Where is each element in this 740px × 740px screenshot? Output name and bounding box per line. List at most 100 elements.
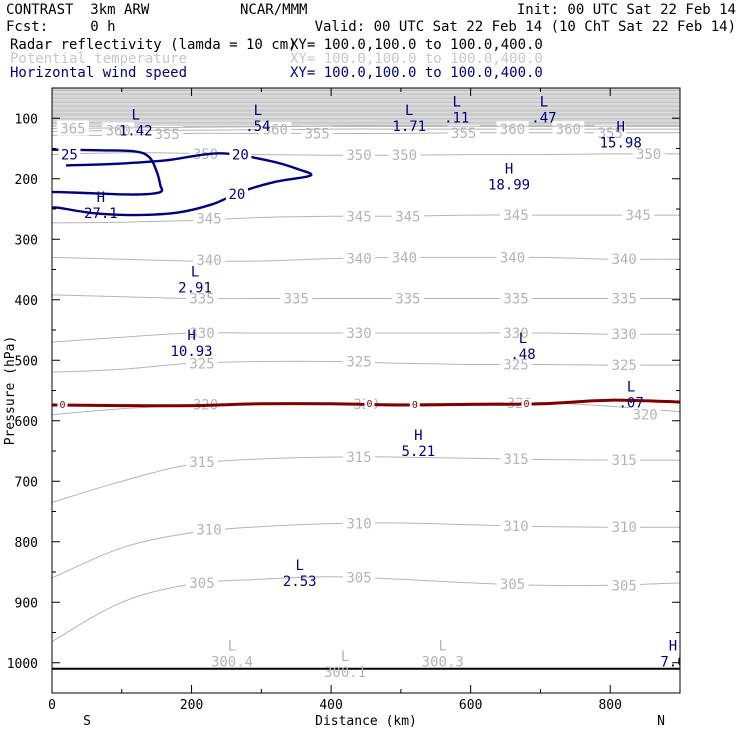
- theta-contour-label: 305: [500, 577, 525, 593]
- extremum-value: 15.98: [600, 135, 642, 151]
- extremum-value: .48: [510, 347, 535, 363]
- theta-contour-label: 365: [60, 122, 85, 138]
- low-marker: L: [341, 649, 349, 665]
- theta-label-bg: [151, 125, 184, 141]
- extremum-value: 1.42: [119, 123, 153, 139]
- theta-label-bg: [343, 147, 376, 163]
- field-name-wind: Horizontal wind speed: [10, 65, 188, 81]
- y-tick-label: 200: [15, 173, 38, 188]
- theta-label-bg: [500, 450, 533, 466]
- low-marker: L: [627, 380, 635, 396]
- extremum-value: .54: [245, 119, 270, 135]
- reflectivity-contour-label: 0: [366, 399, 372, 410]
- theta-contour-label: 340: [612, 252, 637, 268]
- x-tick-label: 600: [459, 698, 482, 713]
- theta-label-bg: [608, 326, 641, 342]
- theta-label-bg: [552, 121, 585, 137]
- field-xy-theta: XY= 100.0,100.0 to 100.0,400.0: [290, 51, 543, 67]
- theta-label-bg: [193, 251, 225, 267]
- extremum-value: 1.71: [392, 119, 426, 135]
- theta-contour-label: 355: [598, 126, 623, 142]
- theta-label-bg: [629, 406, 662, 422]
- extremum-value: 10.93: [170, 344, 212, 360]
- theta-contour-label: 360: [556, 122, 581, 138]
- extremum-value: 2.91: [178, 281, 212, 297]
- theta-contour-label: 340: [500, 250, 525, 266]
- theta-contour-label: 315: [346, 450, 371, 466]
- theta-label-bg: [500, 207, 533, 223]
- theta-label-bg: [608, 290, 641, 306]
- reflectivity-label-bg: [364, 398, 375, 409]
- theta-label-bg: [608, 577, 641, 593]
- theta-contour-label: 330: [346, 326, 371, 342]
- theta-contour-label: 340: [392, 250, 417, 266]
- theta-label-bg: [102, 122, 135, 138]
- high-marker: H: [505, 162, 513, 178]
- y-tick-label: 100: [15, 112, 38, 127]
- theta-contour-label: 315: [189, 455, 214, 471]
- wind-label-bg: [229, 146, 252, 162]
- theta-contour-label: 310: [196, 523, 221, 539]
- model-title: CONTRAST 3km ARW: [6, 2, 150, 18]
- plot-area: 305 305 305 305 310 310 310 310 315 315 315 315 320 3…: [52, 88, 680, 681]
- theta-label-bg: [280, 290, 313, 306]
- wind-contour-label: 20: [232, 148, 249, 164]
- reflectivity-label-bg: [521, 398, 532, 409]
- theta-label-bg: [391, 208, 424, 224]
- theta-label-bg: [186, 290, 219, 306]
- theta-label-bg: [343, 250, 376, 266]
- theta-contour-label: 350: [636, 147, 661, 163]
- theta-contour-label: 325: [346, 354, 371, 370]
- low-marker: L: [452, 95, 460, 111]
- y-tick-label: 300: [15, 233, 38, 248]
- theta-label-bg: [343, 353, 376, 369]
- wind-contour-label: 20: [228, 187, 245, 203]
- theta-label-bg: [186, 355, 219, 371]
- theta-contour-label: 335: [503, 292, 528, 308]
- theta-contour-label: 315: [612, 453, 637, 469]
- init-time: Init: 00 UTC Sat 22 Feb 14: [516, 2, 736, 18]
- y-tick-label: 1000: [7, 657, 38, 672]
- theta-label-bg: [496, 576, 529, 592]
- theta-label-bg: [632, 145, 665, 161]
- theta-label-bg: [193, 521, 225, 537]
- field-name-theta: Potential temperature: [10, 51, 188, 67]
- theta-label-bg: [193, 210, 225, 226]
- theta-contour-label: 325: [189, 356, 214, 372]
- high-marker: H: [187, 328, 195, 344]
- theta-label-bg: [343, 325, 376, 341]
- low-marker: L: [295, 558, 303, 574]
- x-tick-label: 0: [48, 698, 56, 713]
- high-marker: H: [97, 190, 105, 206]
- y-tick-label: 900: [15, 596, 38, 611]
- wind-contour-label: 25: [61, 148, 78, 164]
- theta-label-bg: [594, 124, 627, 140]
- high-marker: H: [414, 428, 422, 444]
- field-xy-reflectivity: XY= 100.0,100.0 to 100.0,400.0: [290, 37, 543, 53]
- wind-contour-20: [52, 152, 313, 217]
- theta-label-bg: [608, 519, 641, 535]
- low-marker: L: [191, 265, 199, 281]
- extremum-value: 2.53: [283, 574, 317, 590]
- y-tick-label: 700: [15, 475, 38, 490]
- low-marker: L: [228, 638, 236, 654]
- theta-label-bg: [343, 515, 376, 531]
- high-marker: H: [669, 638, 677, 654]
- theta-contour-label: 315: [503, 452, 528, 468]
- theta-label-bg: [391, 290, 424, 306]
- y-tick-label: 500: [15, 354, 38, 369]
- extremum-value: .47: [531, 111, 556, 127]
- theta-contour-label: 335: [395, 292, 420, 308]
- theta-contour-305: [52, 576, 680, 643]
- theta-label-bg: [622, 207, 655, 223]
- low-marker: L: [519, 331, 527, 347]
- low-marker: L: [254, 103, 262, 119]
- theta-contour-label: 335: [189, 292, 214, 308]
- reflectivity-contour-label: 0: [412, 400, 418, 411]
- theta-contour-label: 345: [395, 209, 420, 225]
- theta-contour-label: 325: [503, 357, 528, 373]
- x-end-label-south: S: [83, 714, 91, 729]
- forecast-hour: Fcst: 0 h: [6, 19, 116, 35]
- theta-contour-365: [52, 125, 680, 129]
